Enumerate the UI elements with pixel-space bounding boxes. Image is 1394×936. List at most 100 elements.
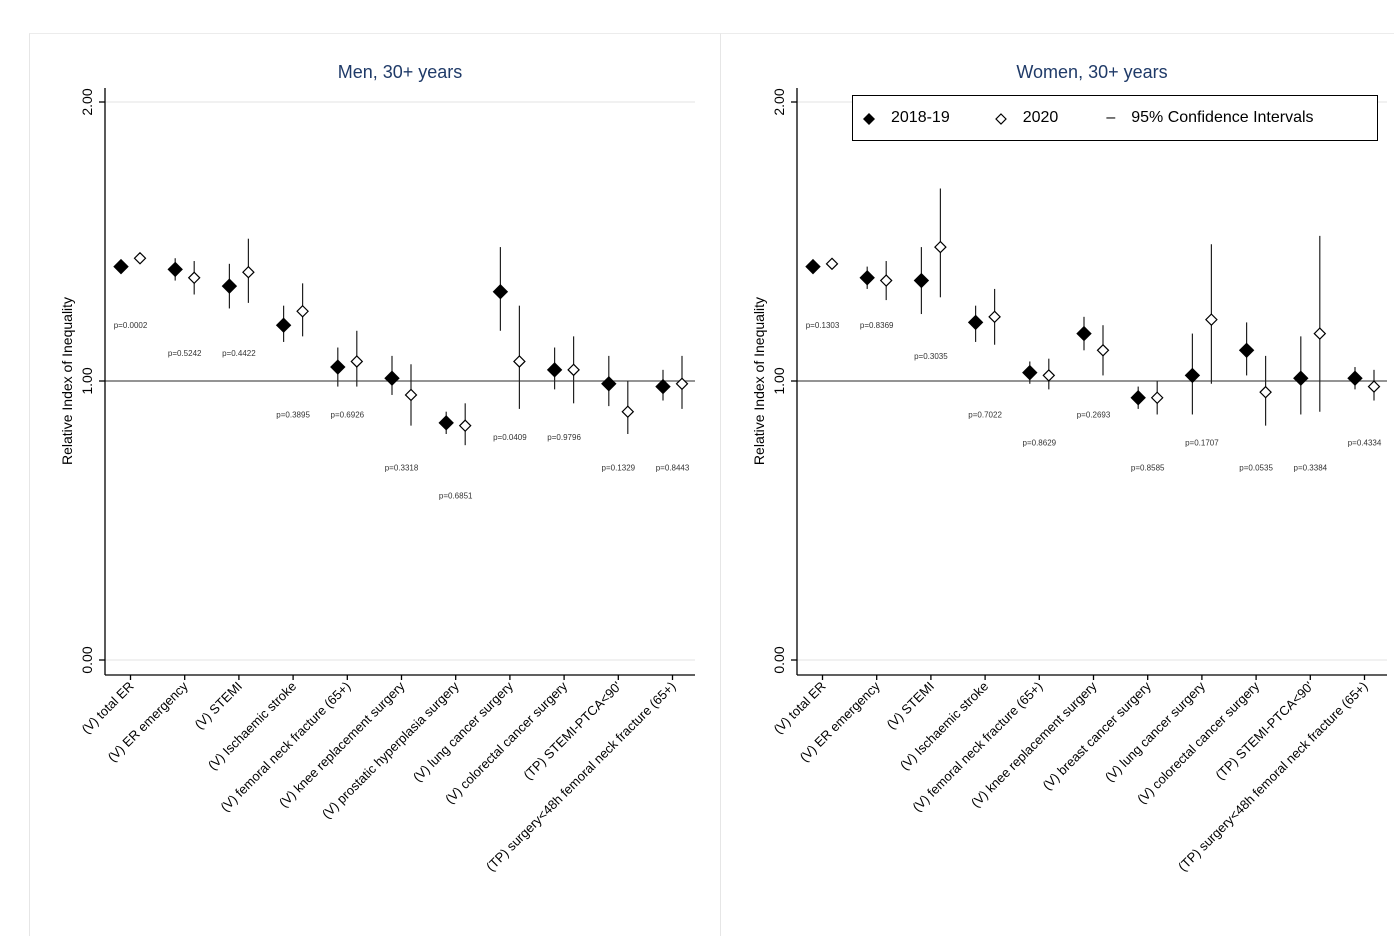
women-marker-2018-19 <box>967 314 984 331</box>
women-p-value-label: p=0.8369 <box>860 321 894 330</box>
women-ytick-label: 0.00 <box>771 646 787 673</box>
women-p-value-label: p=0.1303 <box>806 321 840 330</box>
women-marker-2020 <box>1259 385 1272 399</box>
men-p-value-label: p=0.1329 <box>602 463 636 472</box>
men-p-value-label: p=0.9796 <box>547 433 581 442</box>
men-marker-2020 <box>458 419 472 432</box>
legend-label-ci: 95% Confidence Intervals <box>1131 109 1314 126</box>
legend-label-2018-19: 2018-19 <box>891 109 950 126</box>
legend-item-ci: – 95% Confidence Intervals <box>1106 109 1313 127</box>
men-p-value-label: p=0.0002 <box>114 321 148 330</box>
men-marker-2020 <box>513 355 526 368</box>
women-marker-2020 <box>1367 380 1381 393</box>
women-marker-2020 <box>988 310 1001 324</box>
women-marker-2020 <box>1205 313 1218 326</box>
men-ytick-label: 2.00 <box>79 88 95 115</box>
men-marker-2018-19 <box>330 359 346 375</box>
men-xtick-label: (V) total ER <box>79 679 137 737</box>
women-p-value-label: p=0.7022 <box>968 410 1002 419</box>
women-marker-2020 <box>934 240 947 254</box>
women-marker-2018-19 <box>805 258 821 275</box>
men-chart-title: Men, 30+ years <box>338 62 463 82</box>
men-xtick-label: (TP) surgery<48h femoral neck fracture (… <box>483 679 679 875</box>
women-panel-background <box>720 33 1394 936</box>
women-y-axis-label: Relative Index of Inequality <box>751 297 767 465</box>
men-y-axis-label: Relative Index of Inequality <box>59 297 75 465</box>
legend: 2018-19 2020 – 95% Confidence Intervals <box>852 95 1378 141</box>
women-marker-2020 <box>1150 391 1164 405</box>
women-marker-2018-19 <box>1130 390 1146 406</box>
women-p-value-label: p=0.1707 <box>1185 438 1219 447</box>
men-marker-2020 <box>675 377 689 391</box>
women-p-value-label: p=0.3035 <box>914 352 948 361</box>
men-p-value-label: p=0.8443 <box>656 463 690 472</box>
men-p-value-label: p=0.4422 <box>222 349 256 358</box>
legend-item-2020: 2020 <box>994 109 1059 127</box>
women-xtick-label: (TP) surgery<48h femoral neck fracture (… <box>1175 679 1371 875</box>
women-marker-2020 <box>1313 327 1327 340</box>
women-p-value-label: p=0.8585 <box>1131 463 1165 472</box>
women-marker-2018-19 <box>859 270 875 286</box>
men-marker-2018-19 <box>221 278 238 294</box>
legend-ci-dash-icon: – <box>1106 109 1116 126</box>
men-marker-2018-19 <box>113 258 129 275</box>
women-ytick-label: 1.00 <box>771 367 787 394</box>
men-xtick-label: (V) lung cancer surgery <box>410 678 516 784</box>
men-marker-2018-19 <box>438 415 454 431</box>
women-marker-2020 <box>879 274 893 287</box>
men-p-value-label: p=0.6926 <box>331 410 365 419</box>
men-marker-2018-19 <box>384 370 400 386</box>
women-p-value-label: p=0.2693 <box>1077 410 1111 419</box>
legend-item-2018-19: 2018-19 <box>863 109 950 127</box>
women-xtick-label: (V) total ER <box>771 679 829 737</box>
women-p-value-label: p=0.0535 <box>1239 463 1273 472</box>
men-panel-background <box>29 33 721 936</box>
men-marker-2020 <box>567 363 580 377</box>
women-p-value-label: p=0.4334 <box>1348 438 1382 447</box>
women-marker-2020 <box>825 257 839 271</box>
legend-hollow-diamond-icon <box>994 112 1007 125</box>
legend-filled-diamond-icon <box>863 112 875 125</box>
women-marker-2018-19 <box>1347 370 1363 386</box>
women-xtick-label: (V) STEMI <box>884 679 938 733</box>
men-marker-2020 <box>296 304 309 318</box>
women-marker-2018-19 <box>1184 367 1201 384</box>
women-p-value-label: p=0.8629 <box>1023 438 1057 447</box>
men-xtick-label: (V) STEMI <box>192 679 246 733</box>
men-xtick-label: (TP) STEMI-PTCA<90' <box>520 679 624 783</box>
men-marker-2018-19 <box>655 378 671 395</box>
legend-label-2020: 2020 <box>1022 109 1059 126</box>
women-marker-2018-19 <box>1293 370 1309 386</box>
men-ytick-label: 0.00 <box>79 646 95 673</box>
men-p-value-label: p=0.6851 <box>439 491 473 500</box>
men-marker-2018-19 <box>546 362 563 378</box>
men-marker-2018-19 <box>167 261 183 278</box>
men-ytick-label: 1.00 <box>79 367 95 394</box>
women-xtick-label: (V) breast cancer surgery <box>1040 678 1155 793</box>
women-p-value-label: p=0.3384 <box>1294 463 1328 472</box>
women-xtick-label: (V) lung cancer surgery <box>1102 678 1208 784</box>
women-ytick-label: 2.00 <box>771 88 787 115</box>
men-marker-2018-19 <box>275 317 292 333</box>
men-marker-2020 <box>242 265 255 279</box>
men-marker-2020 <box>621 405 635 419</box>
men-p-value-label: p=0.5242 <box>168 349 202 358</box>
men-marker-2018-19 <box>601 376 617 392</box>
women-xtick-label: (TP) STEMI-PTCA<90' <box>1212 679 1316 783</box>
men-marker-2020 <box>350 355 364 368</box>
men-marker-2018-19 <box>492 284 509 300</box>
women-chart-title: Women, 30+ years <box>1016 62 1167 82</box>
men-p-value-label: p=0.3895 <box>276 410 310 419</box>
women-marker-2018-19 <box>1076 325 1092 342</box>
men-marker-2020 <box>133 251 147 265</box>
women-marker-2020 <box>1042 369 1056 382</box>
men-marker-2020 <box>404 388 418 402</box>
women-marker-2018-19 <box>913 272 930 289</box>
men-p-value-label: p=0.3318 <box>385 463 419 472</box>
women-marker-2018-19 <box>1022 364 1038 381</box>
men-p-value-label: p=0.0409 <box>493 433 527 442</box>
men-marker-2020 <box>187 271 201 285</box>
women-marker-2018-19 <box>1238 342 1255 359</box>
women-marker-2020 <box>1096 343 1110 357</box>
